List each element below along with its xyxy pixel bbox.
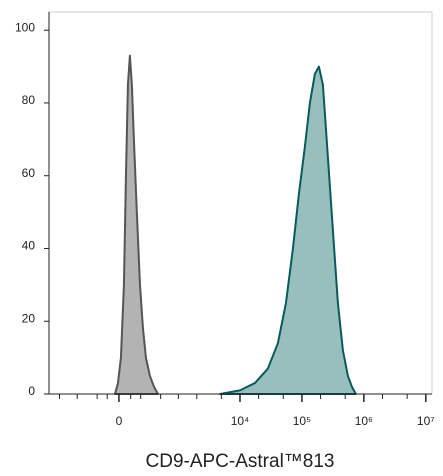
y-tick-label: 60: [22, 166, 36, 180]
x-tick-label: 10⁵: [293, 414, 311, 428]
y-tick-label: 40: [22, 239, 36, 253]
y-tick-label: 80: [22, 93, 36, 107]
x-tick-label: 10⁴: [231, 414, 250, 428]
x-tick-label: 10⁷: [417, 414, 435, 428]
x-tick-label: 0: [116, 414, 123, 428]
histogram-area: [218, 65, 357, 395]
plot-frame: [48, 11, 433, 395]
y-tick-label: 0: [28, 384, 35, 398]
y-tick-label: 100: [15, 20, 35, 34]
x-axis-label: CD9-APC-Astral™813: [146, 451, 335, 472]
histogram-area: [113, 54, 159, 395]
y-tick-label: 20: [22, 311, 36, 325]
x-tick-label: 10⁶: [355, 414, 373, 428]
